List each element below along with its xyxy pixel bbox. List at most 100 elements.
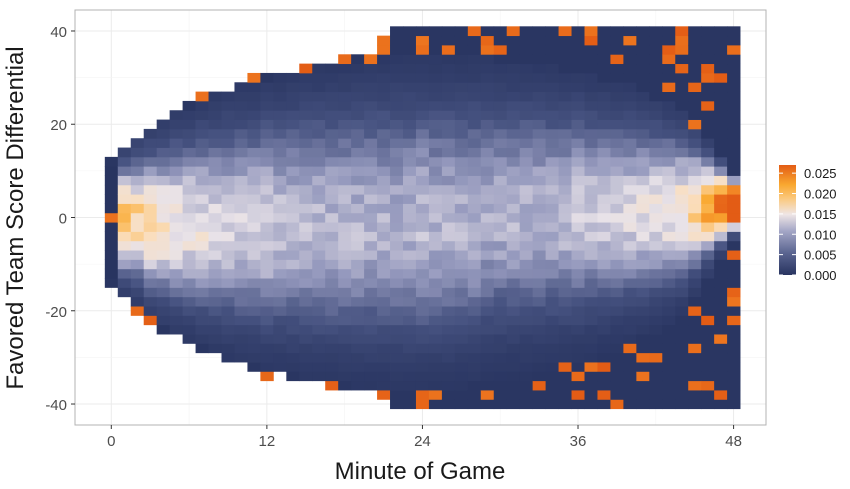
- heatmap-cell: [623, 240, 637, 251]
- heatmap-cell: [610, 222, 624, 232]
- heatmap-cell: [714, 371, 728, 382]
- heatmap-cell: [415, 296, 430, 307]
- heatmap-cell: [506, 287, 521, 298]
- heatmap-cell: [377, 380, 391, 391]
- heatmap-cell: [714, 128, 728, 139]
- heatmap-cell: [506, 278, 521, 288]
- heatmap-cell: [493, 380, 508, 391]
- heatmap-cell: [415, 63, 430, 74]
- heatmap-cell: [286, 343, 300, 354]
- heatmap-cell: [325, 250, 339, 260]
- heatmap-cell: [208, 315, 222, 326]
- heatmap-cell: [610, 380, 624, 391]
- heatmap-cell: [338, 63, 352, 74]
- heatmap-cell: [351, 324, 365, 335]
- heatmap-cell: [623, 399, 637, 410]
- heatmap-cell: [415, 371, 430, 382]
- heatmap-cell: [312, 362, 326, 372]
- heatmap-cell: [675, 399, 689, 410]
- heatmap-cell: [675, 128, 689, 139]
- heatmap-cell: [221, 194, 235, 204]
- heatmap-cell: [221, 287, 235, 298]
- legend-colorbar: [779, 165, 796, 275]
- heatmap-cell: [390, 175, 404, 186]
- heatmap-cell: [325, 91, 339, 102]
- heatmap-cell: [688, 166, 702, 176]
- heatmap-cell: [208, 324, 222, 335]
- heatmap-cell: [169, 259, 183, 270]
- heatmap-cell: [325, 63, 339, 74]
- heatmap-cell: [299, 119, 313, 130]
- heatmap-cell: [662, 222, 676, 232]
- heatmap-cell: [636, 175, 650, 186]
- heatmap-cell: [130, 194, 145, 204]
- heatmap-cell: [675, 371, 689, 382]
- heatmap-cell: [364, 362, 378, 372]
- heatmap-cell: [286, 334, 300, 344]
- heatmap-cell: [351, 306, 365, 316]
- heatmap-cell: [467, 175, 482, 186]
- heatmap-cell: [675, 54, 689, 65]
- heatmap-cell: [364, 296, 378, 307]
- heatmap-cell: [701, 231, 715, 242]
- heatmap-cell: [662, 371, 676, 382]
- heatmap-cell: [454, 268, 469, 279]
- heatmap-cell: [675, 44, 689, 55]
- heatmap-cell: [519, 184, 534, 195]
- heatmap-cell: [727, 287, 741, 298]
- heatmap-cell: [480, 175, 495, 186]
- heatmap-cell: [156, 175, 171, 186]
- heatmap-cell: [338, 100, 352, 111]
- heatmap-cell: [117, 259, 132, 270]
- heatmap-cell: [675, 203, 689, 214]
- heatmap-cell: [299, 240, 313, 251]
- heatmap-cell: [299, 259, 313, 270]
- heatmap-cell: [649, 212, 663, 223]
- heatmap-cell: [454, 63, 469, 74]
- heatmap-cell: [441, 250, 456, 260]
- heatmap-cell: [182, 278, 196, 288]
- heatmap-cell: [312, 324, 326, 335]
- heatmap-cell: [506, 268, 521, 279]
- heatmap-cell: [675, 296, 689, 307]
- heatmap-cell: [727, 250, 741, 260]
- heatmap-cell: [649, 390, 663, 400]
- heatmap-cell: [260, 175, 274, 186]
- heatmap-cell: [390, 324, 404, 335]
- heatmap-cell: [273, 259, 287, 270]
- heatmap-cell: [415, 72, 430, 83]
- heatmap-cell: [364, 315, 378, 326]
- heatmap-cell: [403, 315, 417, 326]
- heatmap-cell: [273, 231, 287, 242]
- heatmap-cell: [649, 362, 663, 372]
- heatmap-cell: [247, 231, 261, 242]
- heatmap-cell: [390, 380, 404, 391]
- heatmap-cell: [338, 184, 352, 195]
- heatmap-cell: [662, 147, 676, 158]
- heatmap-cell: [143, 306, 158, 316]
- heatmap-cell: [273, 352, 287, 363]
- heatmap-cell: [623, 380, 637, 391]
- heatmap-cell: [208, 184, 222, 195]
- heatmap-cell: [662, 287, 676, 298]
- heatmap-cell: [247, 119, 261, 130]
- heatmap-cell: [286, 296, 300, 307]
- heatmap-cell: [675, 35, 689, 46]
- heatmap-cell: [688, 240, 702, 251]
- heatmap-cell: [493, 63, 508, 74]
- heatmap-cell: [662, 72, 676, 83]
- heatmap-cell: [636, 63, 650, 74]
- heatmap-cell: [351, 184, 365, 195]
- heatmap-cell: [571, 250, 585, 260]
- heatmap-cell: [701, 184, 715, 195]
- heatmap-cell: [377, 184, 391, 195]
- heatmap-cell: [169, 240, 183, 251]
- heatmap-cell: [636, 250, 650, 260]
- heatmap-cell: [480, 82, 495, 93]
- heatmap-cell: [454, 44, 469, 55]
- heatmap-cell: [519, 390, 534, 400]
- heatmap-cell: [441, 100, 456, 111]
- heatmap-cell: [221, 91, 235, 102]
- heatmap-cell: [701, 371, 715, 382]
- heatmap-cell: [558, 390, 572, 400]
